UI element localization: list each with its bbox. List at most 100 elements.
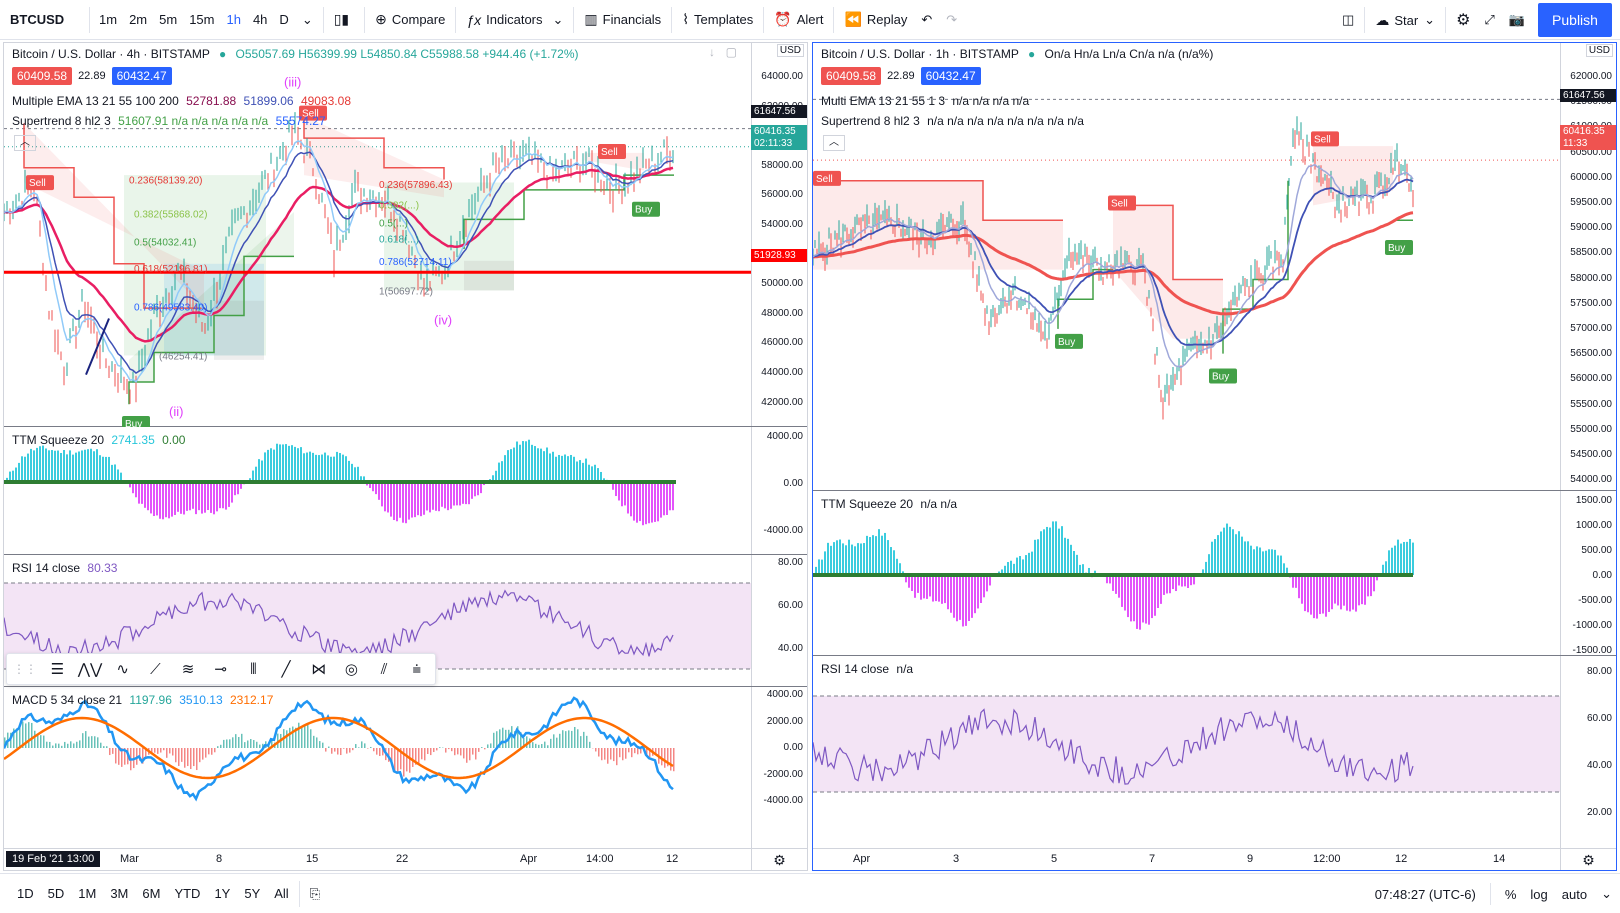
goto-date-button[interactable]: ⎘	[303, 874, 327, 913]
ttm-bar	[1253, 549, 1255, 575]
interval-d[interactable]: D	[279, 12, 289, 27]
range-ytd[interactable]: YTD	[174, 886, 201, 901]
macd-hist-bar	[115, 748, 117, 764]
wave-tool-icon[interactable]: ∿	[116, 661, 129, 678]
ttm-bar	[1277, 555, 1279, 575]
interval-1m[interactable]: 1m	[99, 12, 118, 27]
indicators-button[interactable]: ƒx Indicators ⌄	[459, 0, 570, 40]
left-chart-panel[interactable]: 0.236(58139.20) 0.382(55868.02) 0.5(54032.…	[3, 42, 808, 871]
ttm-bar	[108, 456, 110, 482]
supertrend-legend[interactable]: Supertrend 8 hl2 3 n/a n/a n/a n/a n/a n…	[821, 114, 1084, 128]
axis-settings-button[interactable]: ⚙	[1560, 849, 1616, 870]
ttm-squeeze-pane[interactable]: TTM Squeeze 20 2741.35 0.00 4000.00 0.00 -…	[4, 427, 807, 555]
price-axis[interactable]: USD 64000.0062000.0060000.0058000.005600…	[751, 43, 807, 426]
right-chart-panel[interactable]: Sell Sell Sell Buy Buy Buy Bitcoin / U.S. Dol…	[812, 42, 1617, 871]
macd-legend[interactable]: MACD 5 34 close 21 1197.96 3510.13 2312.…	[12, 693, 273, 707]
time-axis[interactable]: 19 Feb '21 13:00 ⚙ Mar 8 15 22 Apr 14:00 12	[4, 848, 807, 870]
currency-label[interactable]: USD	[776, 44, 804, 57]
symbol-search[interactable]: BTCUSD	[10, 12, 65, 27]
bid-button[interactable]: 60409.58	[821, 67, 882, 85]
interval-15m[interactable]: 15m	[189, 12, 215, 27]
pattern-tool-icon[interactable]: ⋀⋁	[77, 661, 103, 678]
vertical-lines-tool-icon[interactable]: ⦀	[250, 660, 257, 678]
axis-settings-button[interactable]: ⚙	[751, 849, 807, 870]
line-tool-icon[interactable]: ╱	[281, 661, 291, 678]
ttm-squeeze-pane[interactable]: TTM Squeeze 20 n/a n/a 1500.00 1000.00 500…	[813, 491, 1616, 656]
compare-button[interactable]: ⊕ Compare	[368, 0, 452, 40]
collapse-legend-button[interactable]: ︿	[823, 135, 845, 151]
collapse-legend-button[interactable]: ︿	[14, 135, 36, 151]
horizontal-ray-tool-icon[interactable]: ⊸	[214, 661, 227, 678]
range-5d[interactable]: 5D	[47, 886, 65, 901]
macd-hist-bar	[328, 746, 330, 748]
time-axis[interactable]: ⚙ Apr 3 5 7 9 12:00 12 14	[813, 848, 1616, 870]
ask-button[interactable]: 60432.47	[111, 67, 172, 85]
layout-button[interactable]: ◫	[1335, 0, 1361, 40]
macd-hist-bar	[499, 729, 501, 748]
ttm-axis[interactable]: 4000.00 0.00 -4000.00	[751, 427, 807, 554]
log-scale-toggle[interactable]: log	[1530, 886, 1548, 902]
supertrend-legend[interactable]: Supertrend 8 hl2 3 51607.91 n/a n/a n/a …	[12, 114, 326, 128]
range-3m[interactable]: 3M	[110, 886, 129, 901]
ttm-bar	[81, 450, 83, 482]
main-price-pane[interactable]: Sell Sell Sell Buy Buy Buy Bitcoin / U.S. Dol…	[813, 43, 1616, 491]
rsi-axis[interactable]: 80.00 60.00 40.00 20.00	[1560, 656, 1616, 850]
macd-hist-bar	[355, 744, 357, 748]
replay-button[interactable]: ⏪ Replay	[837, 0, 914, 40]
financials-button[interactable]: ▥ Financials	[577, 0, 668, 40]
range-6m[interactable]: 6M	[142, 886, 161, 901]
regression-tool-icon[interactable]: ⩧	[412, 660, 422, 678]
range-1m[interactable]: 1M	[78, 886, 97, 901]
chart-type-button[interactable]: ▯▮	[327, 0, 361, 40]
ttm-legend[interactable]: TTM Squeeze 20 n/a n/a	[821, 497, 957, 511]
rsi-pane[interactable]: RSI 14 close n/a 80.00 60.00 40.00 20.00	[813, 656, 1616, 850]
rsi-axis[interactable]: 80.00 60.00 40.00	[751, 555, 807, 686]
bid-button[interactable]: 60409.58	[12, 67, 73, 85]
alert-button[interactable]: ⏰ Alert	[767, 0, 830, 40]
publish-button[interactable]: Publish	[1538, 3, 1612, 37]
templates-button[interactable]: ⌇ Templates	[675, 0, 760, 40]
price-axis[interactable]: USD 62000.0061500.0061000.0060500.006000…	[1560, 43, 1616, 490]
drag-handle[interactable]: ⋮⋮	[13, 662, 37, 676]
percent-scale-toggle[interactable]: %	[1504, 886, 1517, 902]
rsi-legend[interactable]: RSI 14 close n/a	[821, 662, 913, 676]
ema-legend[interactable]: Multi EMA 13 21 55 1 3 n/a n/a n/a n/a	[821, 94, 1029, 108]
interval-1h[interactable]: 1h	[226, 12, 241, 27]
trendline-tool-icon[interactable]: ⟋	[150, 660, 161, 678]
interval-2m[interactable]: 2m	[129, 12, 148, 27]
fullscreen-button[interactable]: ⤢	[1477, 0, 1501, 40]
horizontal-lines-tool-icon[interactable]: ☰	[50, 661, 65, 678]
range-1d[interactable]: 1D	[17, 886, 34, 901]
currency-label[interactable]: USD	[1585, 44, 1613, 57]
auto-scale-toggle[interactable]: auto	[1561, 886, 1588, 902]
scroll-down-icon[interactable]: ↓	[709, 45, 715, 59]
range-1y[interactable]: 1Y	[214, 886, 231, 901]
fib-tool-icon[interactable]: ≋	[181, 661, 195, 678]
macd-axis[interactable]: 4000.00 2000.00 0.00 -2000.00 -4000.00	[751, 687, 807, 850]
undo-button[interactable]: ↶	[914, 0, 939, 40]
ttm-legend[interactable]: TTM Squeeze 20 2741.35 0.00	[12, 433, 185, 447]
interval-5m[interactable]: 5m	[159, 12, 178, 27]
spiral-tool-icon[interactable]: ◎	[344, 661, 358, 678]
range-all[interactable]: All	[274, 886, 289, 901]
ema-legend[interactable]: Multiple EMA 13 21 55 100 200 52781.88 5…	[12, 94, 351, 108]
rsi-legend[interactable]: RSI 14 close 80.33	[12, 561, 117, 575]
collapse-panel-icon[interactable]: ⌄	[1601, 886, 1612, 901]
interval-dropdown[interactable]: ⌄	[295, 0, 320, 40]
snapshot-button[interactable]: 📷	[1502, 0, 1532, 40]
interval-4h[interactable]: 4h	[252, 12, 268, 27]
divider	[322, 6, 324, 33]
ttm-axis[interactable]: 1500.00 1000.00 500.00 0.00 -500.00 -1000.00 -…	[1560, 491, 1616, 656]
clock-timezone[interactable]: 07:48:27 (UTC-6)	[1374, 886, 1476, 902]
macd-pane[interactable]: MACD 5 34 close 21 1197.96 3510.13 2312.…	[4, 687, 807, 850]
maximize-pane-icon[interactable]: ▢	[725, 45, 737, 59]
parallel-channel-tool-icon[interactable]: ⫽	[380, 660, 388, 678]
ask-button[interactable]: 60432.47	[920, 67, 981, 85]
settings-button[interactable]: ⚙	[1449, 0, 1477, 40]
xabcd-tool-icon[interactable]: ⋈	[311, 661, 327, 678]
ttm-bar	[471, 482, 473, 499]
star-button[interactable]: ☁ Star ⌄	[1368, 0, 1442, 40]
range-5y[interactable]: 5Y	[244, 886, 261, 901]
main-price-pane[interactable]: 0.236(58139.20) 0.382(55868.02) 0.5(54032.…	[4, 43, 807, 427]
redo-button[interactable]: ↷	[939, 0, 964, 40]
